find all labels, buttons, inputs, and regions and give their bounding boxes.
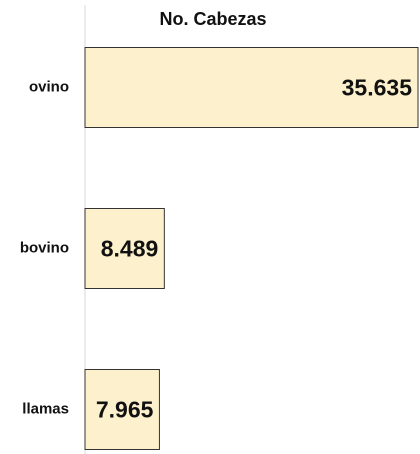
bar [84,208,165,289]
y-tick-label: bovino [20,239,69,256]
value-label: 7.965 [96,397,154,423]
chart-title: No. Cabezas [159,9,266,29]
value-label: 35.635 [342,75,413,101]
bar [84,369,160,450]
y-tick-label: ovino [29,78,69,95]
bar [84,47,419,128]
value-label: 8.489 [101,236,159,262]
y-tick-label: llamas [22,400,69,417]
